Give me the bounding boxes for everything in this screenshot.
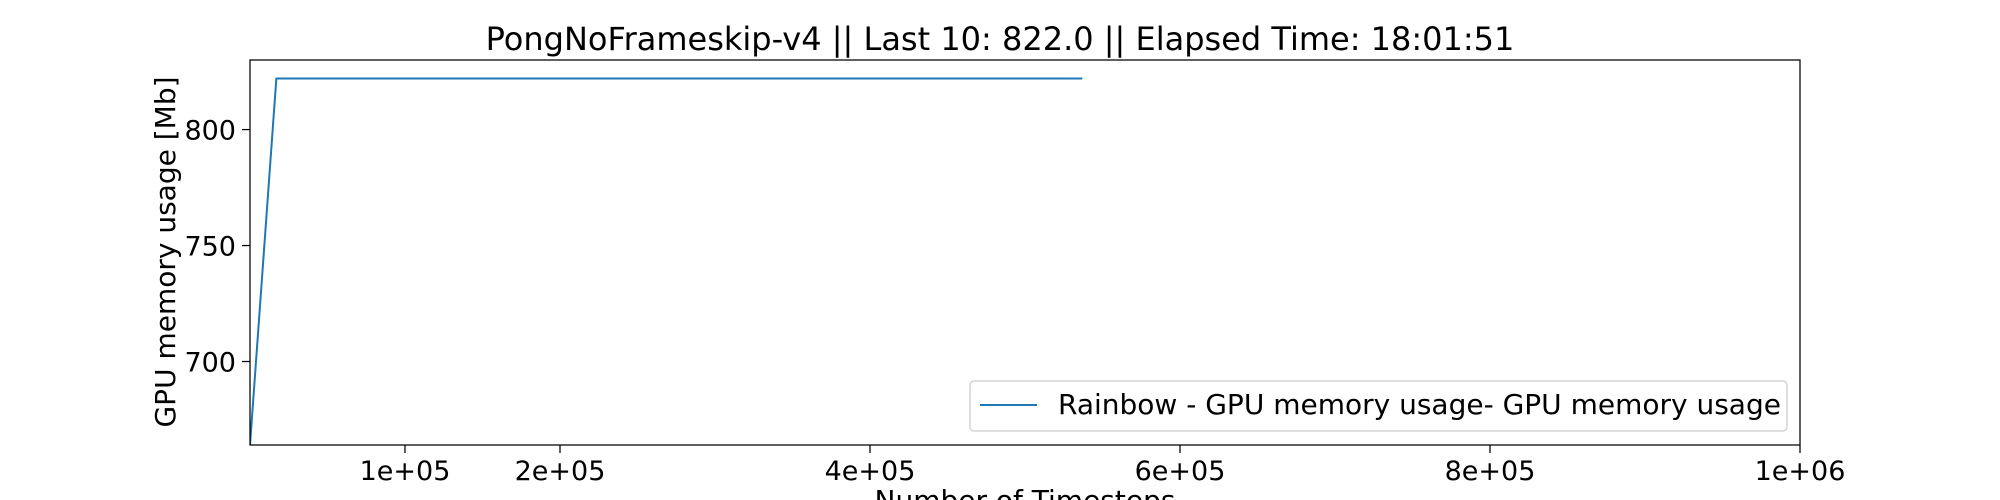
y-tick-label: 700 [184,348,236,379]
y-axis-ticks: 700 750 800 [184,116,250,379]
y-axis-label: GPU memory usage [Mb] [149,76,182,427]
legend-box [969,380,1788,432]
x-tick-label: 8e+05 [1445,456,1536,487]
y-tick-label: 800 [184,116,236,147]
y-tick-label: 750 [184,232,236,263]
legend-label: Rainbow - GPU memory usage- GPU memory u… [1058,388,1781,421]
plot-area-frame [249,59,1801,446]
x-tick-label: 1e+05 [360,456,451,487]
chart-title: PongNoFrameskip-v4 || Last 10: 822.0 || … [486,20,1515,58]
x-tick-label: 2e+05 [515,456,606,487]
x-tick-label: 1e+06 [1755,456,1846,487]
x-tick-label: 6e+05 [1135,456,1226,487]
x-tick-label: 4e+05 [825,456,916,487]
series-line [250,77,1083,445]
x-axis-label: Number of Timesteps [875,484,1176,500]
legend: Rainbow - GPU memory usage- GPU memory u… [969,380,1788,432]
x-axis-ticks: 1e+05 2e+05 4e+05 6e+05 8e+05 1e+06 [360,445,1846,487]
series-layer [250,77,1083,445]
